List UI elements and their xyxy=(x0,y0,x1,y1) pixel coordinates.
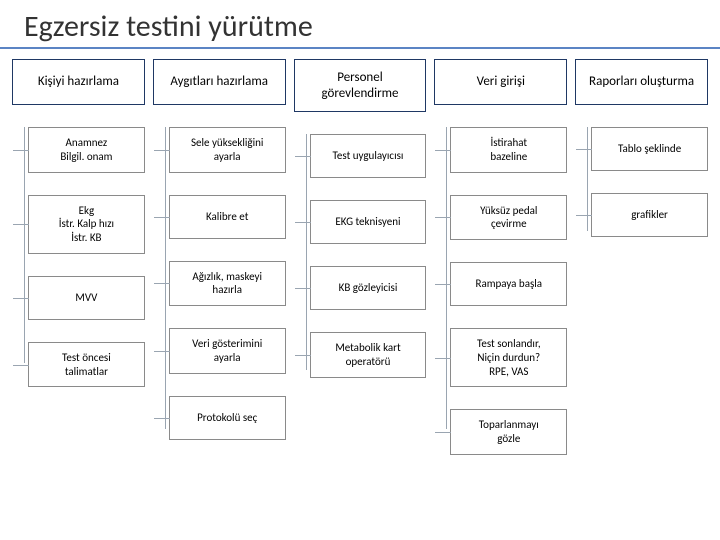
org-chart: Kişiyi hazırlama Anamnez Bilgil. onam Ek… xyxy=(0,59,720,455)
children-kisiyi: Anamnez Bilgil. onam Ekg İstr. Kalp hızı… xyxy=(12,127,145,387)
child-box: Ağızlık, maskeyi hazırla xyxy=(169,261,286,307)
child-box: Test sonlandır, Niçin durdun? RPE, VAS xyxy=(450,328,567,387)
child-box: Rampaya başla xyxy=(450,262,567,306)
child-box: Protokolü seç xyxy=(169,396,286,440)
child-box: Test uygulayıcısı xyxy=(310,134,427,178)
trunk-line xyxy=(306,134,307,370)
child-box: Yüksüz pedal çevirme xyxy=(450,195,567,241)
child-box: Sele yüksekliğini ayarla xyxy=(169,127,286,173)
header-personel: Personel görevlendirme xyxy=(294,59,427,112)
children-raporlari: Tablo şeklinde grafikler xyxy=(575,127,708,237)
child-box: MVV xyxy=(28,276,145,320)
trunk-line xyxy=(24,127,25,363)
child-box: Toparlanmayı gözle xyxy=(450,409,567,455)
child-box: Kalibre et xyxy=(169,195,286,239)
child-box: grafikler xyxy=(591,193,708,237)
children-veri: İstirahat bazeline Yüksüz pedal çevirme … xyxy=(434,127,567,455)
header-veri: Veri girişi xyxy=(434,59,567,105)
children-personel: Test uygulayıcısı EKG teknisyeni KB gözl… xyxy=(294,134,427,378)
child-box: Anamnez Bilgil. onam xyxy=(28,127,145,173)
child-box: Veri gösterimini ayarla xyxy=(169,328,286,374)
trunk-line xyxy=(165,127,166,429)
page-title: Egzersiz testini yürütme xyxy=(0,0,720,47)
column-aygitlari: Aygıtları hazırlama Sele yüksekliğini ay… xyxy=(149,59,290,455)
column-kisiyi: Kişiyi hazırlama Anamnez Bilgil. onam Ek… xyxy=(8,59,149,455)
child-box: EKG teknisyeni xyxy=(310,200,427,244)
column-veri: Veri girişi İstirahat bazeline Yüksüz pe… xyxy=(430,59,571,455)
child-box: Metabolik kart operatörü xyxy=(310,332,427,378)
child-box: Test öncesi talimatlar xyxy=(28,342,145,388)
trunk-line xyxy=(446,127,447,429)
child-box: KB gözleyicisi xyxy=(310,266,427,310)
header-kisiyi: Kişiyi hazırlama xyxy=(12,59,145,105)
child-box: Tablo şeklinde xyxy=(591,127,708,171)
column-raporlari: Raporları oluşturma Tablo şeklinde grafi… xyxy=(571,59,712,455)
child-box: Ekg İstr. Kalp hızı İstr. KB xyxy=(28,195,145,254)
column-personel: Personel görevlendirme Test uygulayıcısı… xyxy=(290,59,431,455)
header-raporlari: Raporları oluşturma xyxy=(575,59,708,105)
child-box: İstirahat bazeline xyxy=(450,127,567,173)
title-underline xyxy=(0,47,720,49)
header-aygitlari: Aygıtları hazırlama xyxy=(153,59,286,105)
children-aygitlari: Sele yüksekliğini ayarla Kalibre et Ağız… xyxy=(153,127,286,440)
